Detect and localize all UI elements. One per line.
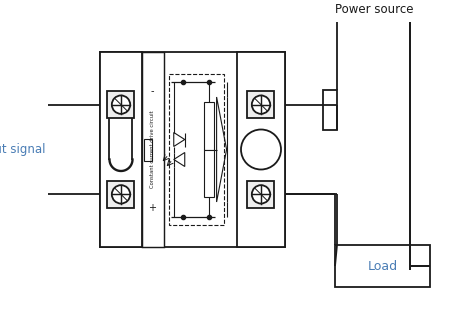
Bar	[237, 52, 285, 247]
Bar	[204, 150, 214, 197]
Text: Load: Load	[367, 259, 398, 273]
Bar	[100, 52, 285, 247]
Text: -: -	[150, 86, 154, 96]
Text: Constant current drive circuit: Constant current drive circuit	[151, 110, 155, 188]
Bar	[247, 91, 274, 118]
Circle shape	[241, 130, 281, 170]
Circle shape	[112, 95, 130, 114]
Bar	[108, 181, 135, 208]
Bar	[144, 138, 152, 161]
Bar	[142, 52, 164, 247]
Bar	[169, 74, 224, 225]
Circle shape	[252, 185, 270, 203]
Text: Power source: Power source	[335, 3, 413, 16]
Text: +: +	[148, 203, 156, 213]
Bar	[100, 52, 142, 247]
Text: Input signal: Input signal	[0, 143, 46, 156]
Bar	[204, 102, 214, 150]
Bar	[335, 245, 430, 287]
Bar	[108, 91, 135, 118]
Bar	[247, 181, 274, 208]
Circle shape	[112, 185, 130, 203]
Circle shape	[252, 95, 270, 114]
Bar	[323, 90, 337, 130]
